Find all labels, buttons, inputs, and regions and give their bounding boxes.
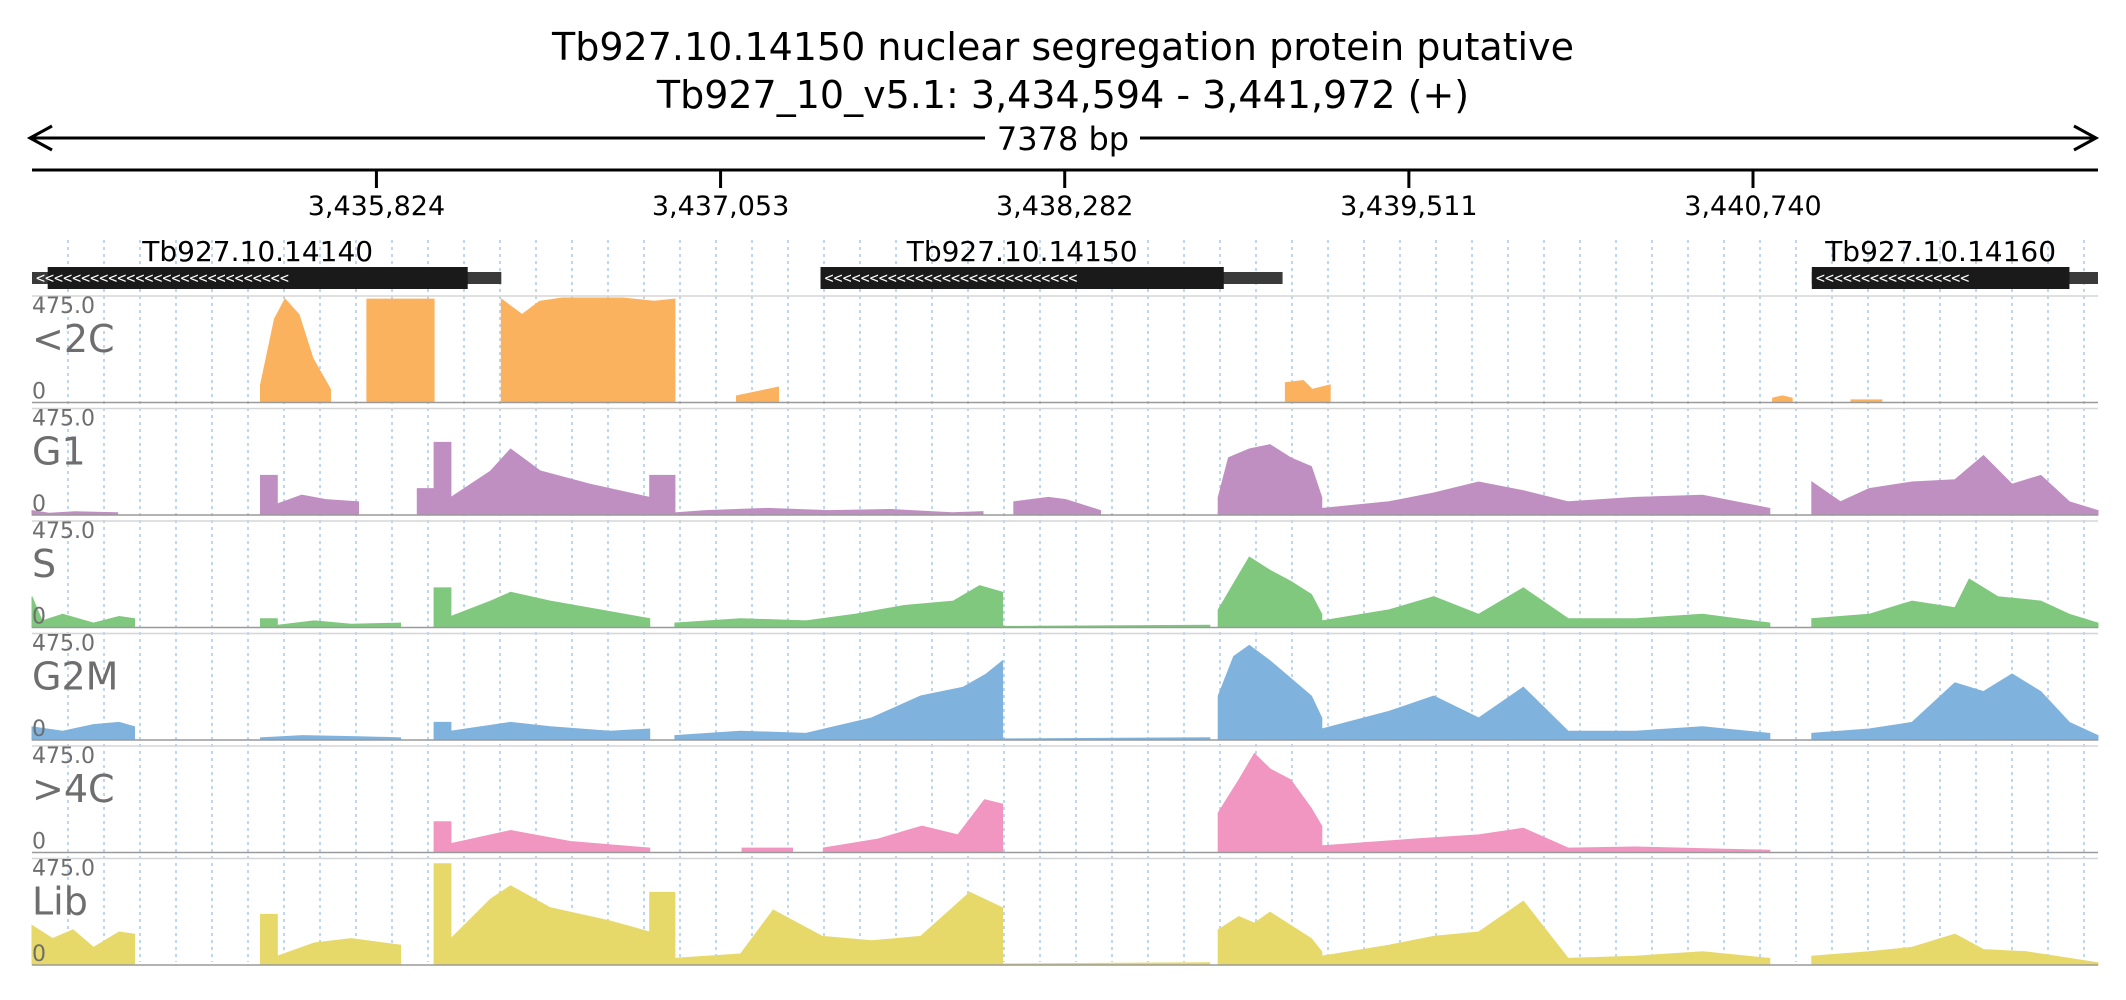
coverage-segment (433, 721, 452, 741)
track-scale-max: 475.0 (32, 632, 95, 657)
coverage-segment (736, 386, 779, 403)
x-tick-label: 3,435,824 (308, 191, 445, 222)
track-<2C: 475.0<2C 0 (32, 294, 2098, 405)
coverage-segment (31, 596, 135, 628)
coverage-segment (1013, 496, 1102, 516)
gene-cds (820, 267, 1224, 289)
coverage-segment (1321, 900, 1771, 966)
coverage-segment (1811, 933, 2099, 966)
coverage-tracks: 475.0<2C0475.0G10475.0S0475.0G2M0475.0>4… (31, 294, 2099, 967)
track-name: G1 (32, 430, 86, 474)
span-label: 7378 bp (997, 120, 1129, 158)
track-scale-min: 0 (32, 717, 46, 742)
gene-label: Tb927.10.14160 (1824, 235, 2056, 268)
coverage-segment (433, 441, 452, 516)
coverage-segment (450, 829, 651, 853)
strand-arrows: <<<<<<<<<<<<<<<<< (1816, 269, 1970, 287)
strand-arrows: <<<<<<<<<<<<<<<<<<<<<<<<<<<< (36, 269, 289, 287)
coverage-segment (674, 891, 1004, 966)
coverage-segment (450, 591, 651, 628)
coverage-segment (276, 494, 359, 516)
track-scale-max: 475.0 (32, 519, 95, 544)
gene-cds (1811, 267, 2070, 289)
track-name: S (32, 542, 56, 586)
coverage-segment (649, 474, 676, 516)
coverage-segment (450, 885, 651, 966)
coverage-segment (1321, 587, 1771, 628)
track-name: G2M (32, 655, 118, 699)
coverage-segment (1321, 481, 1771, 516)
coverage-segment (31, 924, 135, 966)
coverage-segment (276, 938, 401, 966)
coverage-segment (1811, 673, 2099, 741)
track->4C: 475.0>4C 0 (32, 744, 2098, 855)
coverage-segment (1217, 444, 1323, 516)
gene-cds (47, 267, 468, 289)
coverage-segment (674, 659, 1004, 741)
coverage-segment (674, 507, 984, 516)
track-scale-min: 0 (32, 830, 46, 855)
x-axis-ticks: 3,435,824 3,437,053 3,438,282 3,439,511 3,44… (308, 170, 1822, 222)
coverage-segment (433, 587, 452, 628)
coverage-segment (276, 620, 401, 628)
track-scale-max: 475.0 (32, 407, 95, 432)
coverage-segment (1284, 379, 1331, 403)
chart-title: Tb927.10.14150 nuclear segregation prote… (551, 25, 1574, 69)
x-tick-label: 3,438,282 (996, 191, 1133, 222)
gene-label: Tb927.10.14150 (906, 235, 1138, 268)
coverage-segment (450, 721, 651, 741)
gene-Tb927.10.14160[interactable]: <<<<<<<<<<<<<<<<<Tb927.10.14160 (1811, 235, 2098, 289)
coverage-segment (1811, 578, 2099, 628)
span-arrow: 7378 bp (26, 120, 2100, 158)
track-S: 475.0S 0 (31, 519, 2099, 630)
track-scale-max: 475.0 (32, 744, 95, 769)
coverage-segment (1217, 752, 1323, 853)
gene-label: Tb927.10.14140 (141, 235, 373, 268)
track-name: <2C (32, 317, 115, 361)
coverage-segment (433, 821, 452, 853)
coverage-segment (260, 913, 278, 966)
gene-track: <<<<<<<<<<<<<<<<<<<<<<<<<<<<Tb927.10.141… (32, 235, 2098, 289)
track-scale-min: 0 (32, 492, 46, 517)
track-scale-max: 475.0 (32, 857, 95, 882)
track-G1: 475.0G1 0 (31, 407, 2099, 517)
strand-arrows: <<<<<<<<<<<<<<<<<<<<<<<<<<<< (825, 269, 1078, 287)
coverage-segment (674, 585, 1004, 628)
coverage-segment (1217, 911, 1323, 966)
coverage-segment (1217, 556, 1323, 628)
coverage-segment (260, 618, 278, 628)
track-name: Lib (32, 880, 88, 924)
coverage-segment (500, 297, 676, 403)
coverage-segment (822, 799, 1004, 853)
track-scale-min: 0 (32, 942, 46, 967)
track-scale-min: 0 (32, 605, 46, 630)
coverage-segment (260, 298, 331, 403)
track-name: >4C (32, 767, 115, 811)
x-tick-label: 3,439,511 (1340, 191, 1477, 222)
chart-subtitle: Tb927_10_v5.1: 3,434,594 - 3,441,972 (+) (656, 73, 1469, 117)
coverage-segment (1321, 686, 1771, 741)
coverage-segment (260, 474, 278, 516)
coverage-segment (416, 488, 435, 516)
coverage-segment (433, 863, 452, 966)
coverage-segment (450, 448, 651, 516)
gene-Tb927.10.14140[interactable]: <<<<<<<<<<<<<<<<<<<<<<<<<<<<Tb927.10.141… (32, 235, 502, 289)
coverage-segment (1811, 454, 2099, 516)
coverage-segment (31, 721, 135, 741)
x-tick-label: 3,440,740 (1684, 191, 1821, 222)
x-tick-label: 3,437,053 (652, 191, 789, 222)
coverage-segment (1772, 395, 1793, 403)
coverage-segment (1217, 644, 1323, 741)
track-scale-min: 0 (32, 380, 46, 405)
coverage-segment (649, 891, 676, 966)
coverage-segment (1321, 827, 1771, 853)
coverage-segment (366, 298, 435, 403)
gene-Tb927.10.14150[interactable]: <<<<<<<<<<<<<<<<<<<<<<<<<<<<Tb927.10.141… (820, 235, 1283, 289)
track-scale-max: 475.0 (32, 294, 95, 319)
